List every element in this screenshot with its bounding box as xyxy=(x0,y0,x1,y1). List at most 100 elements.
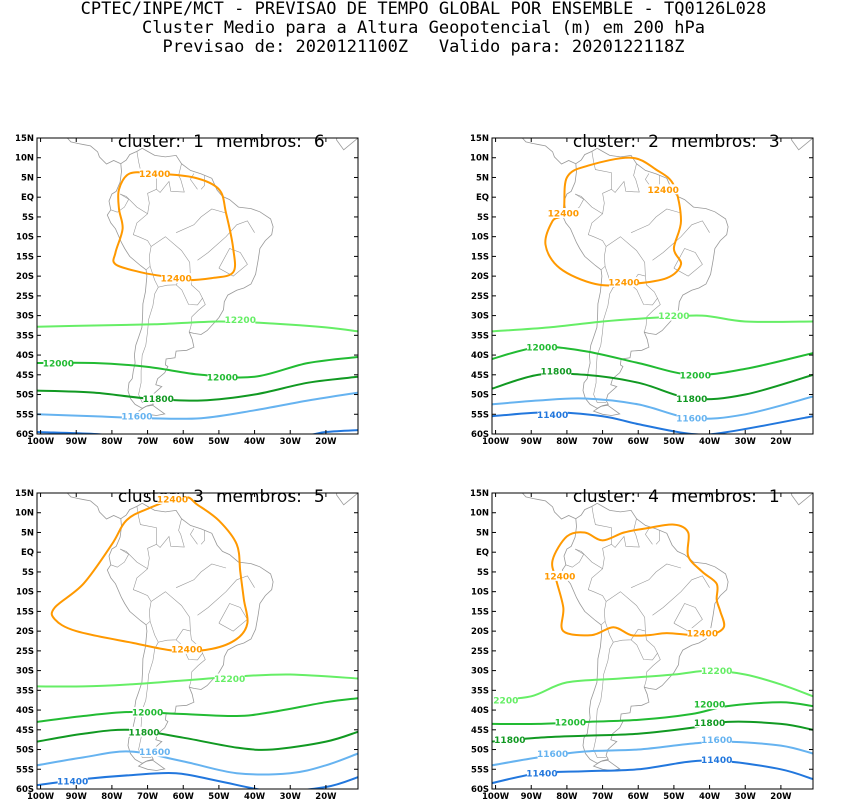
longitude-tick-label: 70W xyxy=(137,437,159,447)
country-border xyxy=(644,653,661,688)
contour-label: 11800 xyxy=(541,367,572,377)
contour-label-background xyxy=(537,409,568,420)
map-frame: 12400 12400 12200 12000 11800 11600 11400 15N 10… xyxy=(15,489,359,802)
contour-label: 11600 xyxy=(537,750,568,760)
latitude-tick-label: EQ xyxy=(476,548,489,558)
south-america-coastline xyxy=(561,502,729,764)
contour-label-background xyxy=(687,628,718,639)
longitude-tick-label: 100W xyxy=(482,792,510,802)
latitude-tick-label: 5N xyxy=(476,528,489,538)
country-border xyxy=(110,548,130,568)
country-border xyxy=(197,575,255,616)
country-border xyxy=(652,220,710,261)
longitude-tick-label: 60W xyxy=(628,437,650,447)
coastline-segment xyxy=(549,467,585,473)
latitude-tick-label: 15N xyxy=(15,134,34,144)
contour-label: 12200 xyxy=(487,697,518,707)
country-border xyxy=(175,208,227,233)
latitude-tick-label: 45S xyxy=(471,726,489,736)
longitude-tick-label: 90W xyxy=(521,437,543,447)
longitude-tick-label: 90W xyxy=(66,792,88,802)
latitude-tick-label: 35S xyxy=(16,331,34,341)
latitude-tick-label: 10N xyxy=(15,154,34,164)
header-title-line2: Cluster Medio para a Altura Geopotencial… xyxy=(142,18,705,38)
longitude-tick-label: 80W xyxy=(101,437,123,447)
country-border xyxy=(190,528,198,545)
contour-label: 12400 xyxy=(171,645,202,655)
contour-label: 11800 xyxy=(676,395,707,405)
country-border xyxy=(652,575,710,616)
contour-12200 xyxy=(37,673,358,688)
contour-label: 12000 xyxy=(132,709,163,719)
country-border xyxy=(175,563,227,588)
contour-label-background xyxy=(171,643,202,654)
latitude-tick-label: 30S xyxy=(471,312,489,322)
longitude-tick-label: 50W xyxy=(208,437,230,447)
map-frame: 12400 12400 12400 12200 12000 12000 11800 11800… xyxy=(470,134,814,447)
country-border xyxy=(132,568,152,626)
latitude-tick-label: 10N xyxy=(470,154,489,164)
latitude-tick-label: 15S xyxy=(471,252,489,262)
longitude-tick-label: 30W xyxy=(280,792,302,802)
country-border xyxy=(591,506,612,569)
contour-label-background xyxy=(121,411,152,422)
country-border xyxy=(655,530,660,545)
contour-label-background xyxy=(225,314,256,325)
country-border xyxy=(132,213,152,271)
longitude-tick-label: 60W xyxy=(173,792,195,802)
country-border xyxy=(630,563,682,588)
country-border xyxy=(673,248,703,277)
country-border xyxy=(593,287,614,403)
panel-title: cluster: 2 membros: 3 xyxy=(572,132,780,152)
longitude-tick-label: 40W xyxy=(244,792,266,802)
latitude-tick-label: 55S xyxy=(16,765,34,775)
contour-label-background xyxy=(143,393,174,404)
latitude-tick-label: 15N xyxy=(470,134,489,144)
contour-label-background xyxy=(701,754,732,765)
latitude-tick-label: 10N xyxy=(470,509,489,519)
longitude-tick-label: 20W xyxy=(315,792,337,802)
longitude-tick-label: 70W xyxy=(592,437,614,447)
latitude-tick-label: 50S xyxy=(16,391,34,401)
contour-12200 xyxy=(492,314,813,333)
latitude-tick-label: 40S xyxy=(471,706,489,716)
longitude-tick-label: 20W xyxy=(770,437,792,447)
coastline-segment xyxy=(133,119,151,126)
country-border xyxy=(574,193,603,215)
coastline-segment xyxy=(613,480,618,482)
latitude-tick-label: 40S xyxy=(16,351,34,361)
contour-label-background xyxy=(537,748,568,759)
country-border xyxy=(587,213,607,271)
contour-label: 12400 xyxy=(687,630,718,640)
contour-label-background xyxy=(139,168,170,179)
contour-label: 12200 xyxy=(225,316,256,326)
contour-label-background xyxy=(139,746,170,757)
contour-12000 xyxy=(37,697,358,723)
latitude-tick-label: 25S xyxy=(471,292,489,302)
latitude-tick-label: 60S xyxy=(16,430,34,440)
longitude-tick-label: 90W xyxy=(521,792,543,802)
contour-label: 11400 xyxy=(526,770,557,780)
country-border xyxy=(593,642,614,758)
country-border xyxy=(136,506,157,569)
contour-label-background xyxy=(701,665,732,676)
contour-label: 11600 xyxy=(676,415,707,425)
contour-label-background xyxy=(157,493,188,504)
contour-label: 12000 xyxy=(694,701,725,711)
latitude-tick-label: 30S xyxy=(471,667,489,677)
latitude-tick-label: 5S xyxy=(477,213,489,223)
coastline-segment xyxy=(588,474,606,481)
latitude-tick-label: 5S xyxy=(22,213,34,223)
country-border xyxy=(644,298,661,333)
country-border xyxy=(189,298,206,333)
contour-label-background xyxy=(207,371,238,382)
longitude-tick-label: 70W xyxy=(137,792,159,802)
latitude-tick-label: 15N xyxy=(470,489,489,499)
map-border xyxy=(36,492,359,790)
contour-label-background xyxy=(680,369,711,380)
longitude-tick-label: 100W xyxy=(482,437,510,447)
contour-label: 12400 xyxy=(139,170,170,180)
longitude-tick-label: 40W xyxy=(699,792,721,802)
coastline-segment xyxy=(592,404,621,416)
coastline-segment xyxy=(66,138,121,165)
